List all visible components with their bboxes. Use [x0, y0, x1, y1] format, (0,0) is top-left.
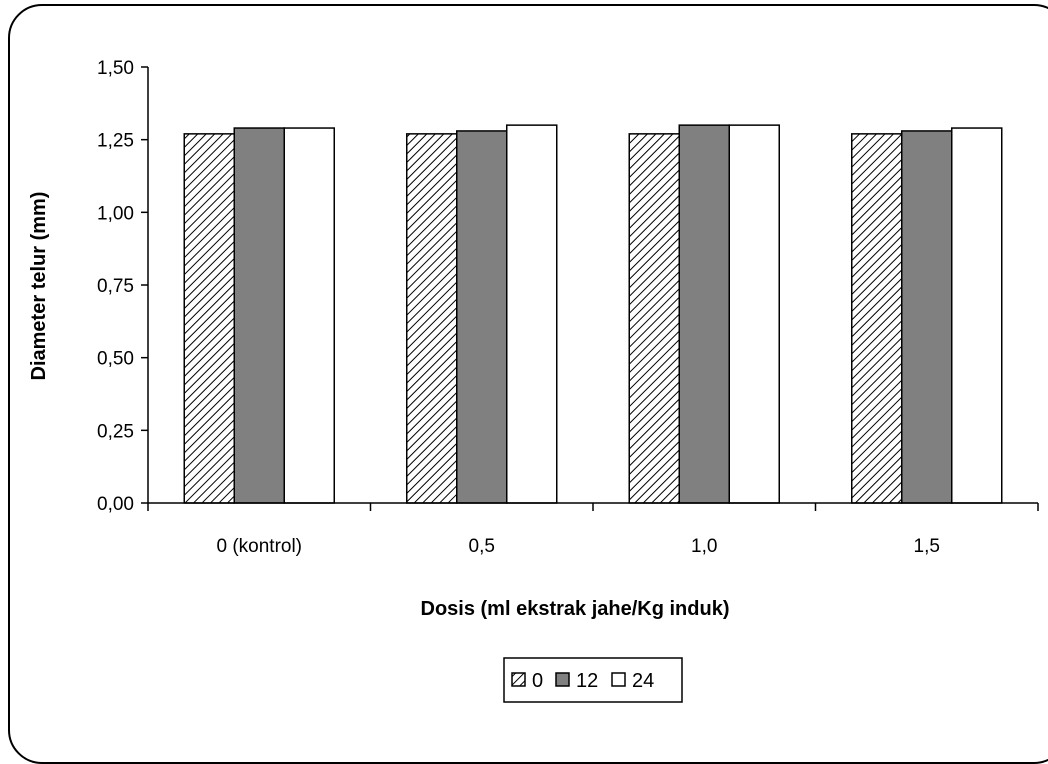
- bar-series-0-2: [628, 133, 680, 504]
- bar-series-24-2: [728, 124, 780, 504]
- legend-swatch-24: [611, 672, 626, 687]
- y-tick-label: 1,50: [97, 58, 134, 79]
- legend-box: [503, 657, 683, 703]
- y-tick-label: 1,25: [97, 131, 134, 152]
- y-tick-label: 1,00: [97, 203, 134, 224]
- legend: 0 12 24: [503, 657, 683, 703]
- bar-series-12-1: [456, 130, 508, 504]
- y-tick-label: 0,00: [97, 494, 134, 515]
- legend-label-12: 12: [576, 670, 598, 692]
- x-tick-label: 0 (kontrol): [216, 536, 302, 557]
- bar-series-12-0: [233, 127, 285, 504]
- bars: [183, 124, 1003, 504]
- y-axis-ticks: 0,00 0,25 0,50 0,75 1,00 1,25 1,50: [97, 58, 148, 515]
- y-tick-label: 0,25: [97, 421, 134, 442]
- y-axis-title: Diameter telur (mm): [28, 192, 50, 381]
- x-tick-label: 1,5: [914, 536, 940, 557]
- bar-series-0-0: [183, 133, 235, 504]
- y-tick-label: 0,75: [97, 276, 134, 297]
- legend-swatch-12: [555, 672, 570, 687]
- y-tick-label: 0,50: [97, 349, 134, 370]
- bar-series-0-3: [851, 133, 903, 504]
- bar-series-12-2: [678, 124, 730, 504]
- x-axis-title: Dosis (ml ekstrak jahe/Kg induk): [421, 598, 730, 620]
- bar-series-0-1: [406, 133, 458, 504]
- x-tick-label: 0,5: [469, 536, 495, 557]
- x-axis-ticks: 0 (kontrol) 0,5 1,0 1,5: [147, 503, 1039, 557]
- legend-label-24: 24: [632, 670, 654, 692]
- bar-series-24-0: [283, 127, 335, 504]
- x-tick-label: 1,0: [691, 536, 717, 557]
- bar-chart: 0,000,250,500,751,001,251,50 0 (kontrol)…: [28, 58, 1039, 703]
- legend-swatch-0: [511, 672, 526, 687]
- bar-series-24-3: [951, 127, 1003, 504]
- bar-series-24-1: [506, 124, 558, 504]
- legend-label-0: 0: [532, 670, 543, 692]
- bar-series-12-3: [901, 130, 953, 504]
